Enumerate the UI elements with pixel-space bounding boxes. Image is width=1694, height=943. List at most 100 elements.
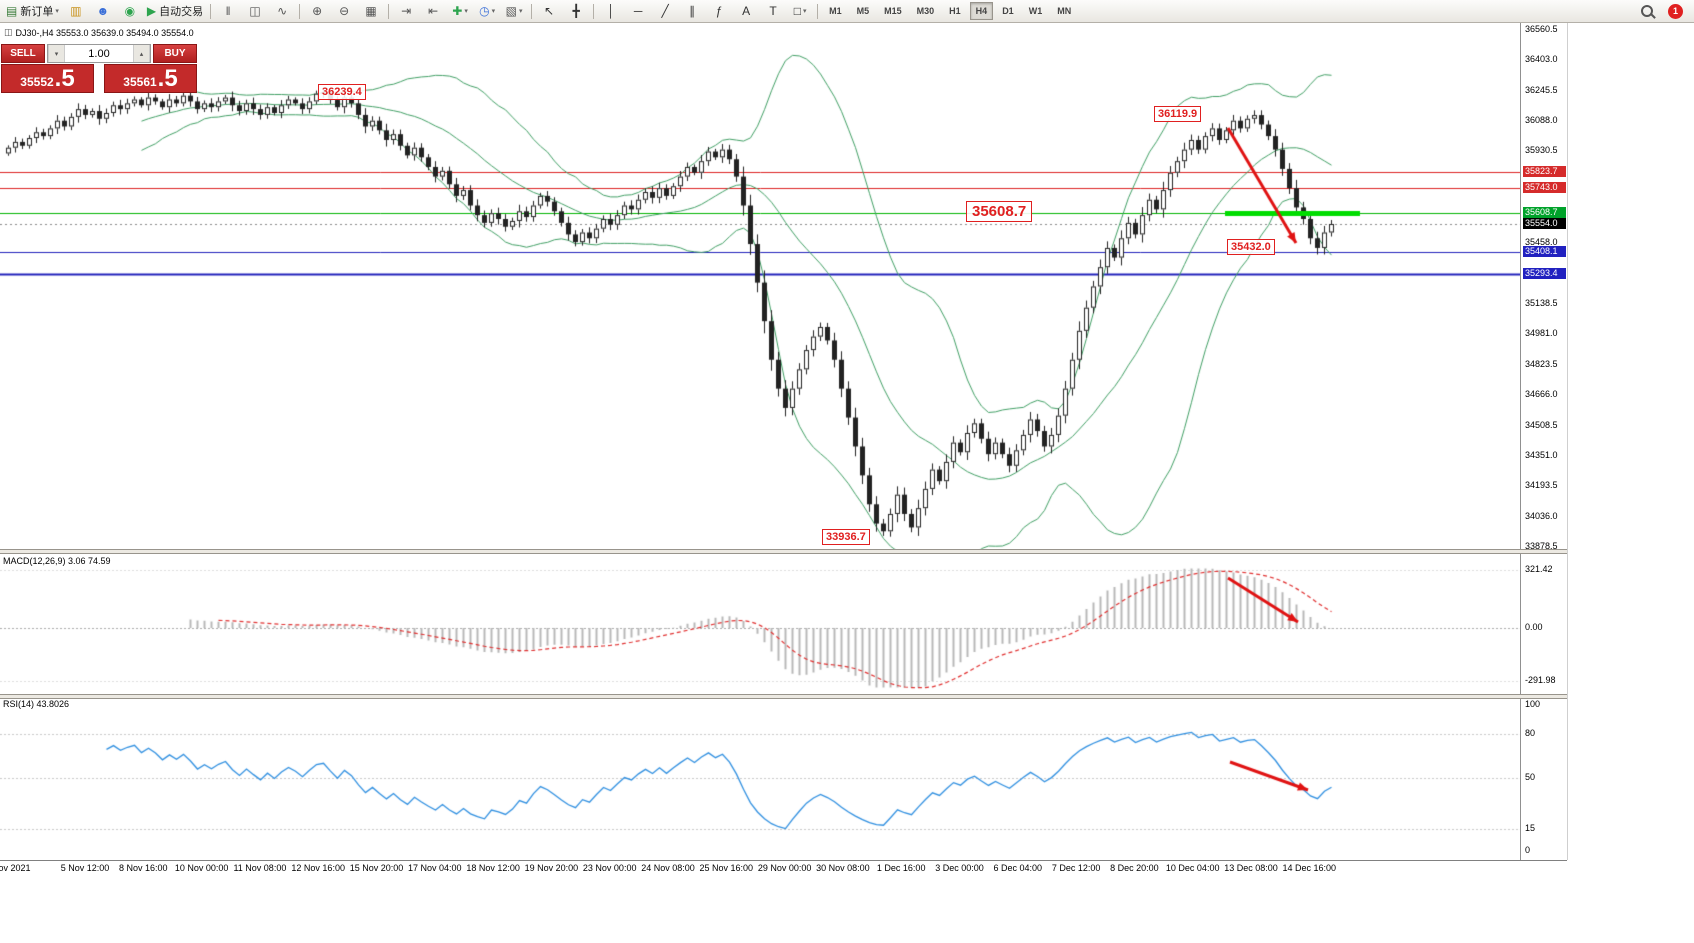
arrows-tool-button[interactable]: □ ▾ <box>787 1 813 22</box>
price-axis-border <box>1520 23 1521 860</box>
panel-separator[interactable] <box>0 694 1567 699</box>
rsi-scale-label: 0 <box>1525 845 1531 855</box>
new-order-icon: ▤ <box>6 4 18 18</box>
time-label: 5 Nov 12:00 <box>60 863 110 873</box>
price-annotation-box[interactable]: 33936.7 <box>822 529 870 545</box>
timeframe-h4-button[interactable]: H4 <box>969 2 994 20</box>
toolbar-buttons: ▤ 新订单 ▾ ▥ ☻ ◉ ▶ 自动交易 ‖ ◫ ∿ ⊕ ⊖ ▦ ⇥ ⇤ ✚ ▾ ◷ ▾ ▧ ▾ ↖ ╋ │ ─ ╱ ∥ ƒ A T □ ▾ M1… <box>3 1 1078 22</box>
text-button[interactable]: A <box>733 1 759 22</box>
toolbar: ▤ 新订单 ▾ ▥ ☻ ◉ ▶ 自动交易 ‖ ◫ ∿ ⊕ ⊖ ▦ ⇥ ⇤ ✚ ▾ ◷ ▾ ▧ ▾ ↖ ╋ │ ─ ╱ ∥ ƒ A T □ ▾ M1… <box>0 0 1694 23</box>
price-axis-label: 35608.7 <box>1523 207 1566 218</box>
price-axis-label: 35743.0 <box>1523 182 1566 193</box>
chart-bars-button[interactable]: ‖ <box>215 1 241 22</box>
chart-line-icon: ∿ <box>277 4 288 18</box>
price-axis-label: 34666.0 <box>1525 389 1558 399</box>
time-label: 10 Dec 04:00 <box>1165 863 1220 873</box>
notification-badge[interactable]: 1 <box>1668 3 1683 19</box>
chart-candlesticks-button[interactable]: ◫ <box>242 1 268 22</box>
chart-line-button[interactable]: ∿ <box>269 1 295 22</box>
periods-list-icon: ◷ <box>479 4 490 18</box>
periods-list-button[interactable]: ◷ ▾ <box>474 1 500 22</box>
timeframe-m5-button[interactable]: M5 <box>856 6 870 16</box>
price-annotation-box[interactable]: 35432.0 <box>1227 239 1275 255</box>
volume-value[interactable]: 1.00 <box>88 47 110 60</box>
indicators-list-button[interactable]: ✚ ▾ <box>447 1 473 22</box>
tile-windows-button[interactable]: ▦ <box>358 1 384 22</box>
price-axis-label: 36245.5 <box>1525 85 1558 95</box>
time-label: 6 Dec 04:00 <box>993 863 1043 873</box>
market-watch-icon: ▥ <box>70 4 82 18</box>
new-order-button[interactable]: ▤ 新订单 ▾ <box>3 1 62 22</box>
autotrading-label: 自动交易 <box>159 6 204 18</box>
auto-scroll-button[interactable]: ⇥ <box>393 1 419 22</box>
time-label: 15 Nov 20:00 <box>349 863 404 873</box>
price-axis-label: 33878.5 <box>1525 541 1558 551</box>
chart-icon: ◫ <box>4 27 13 37</box>
buy-price-pips: .5 <box>157 65 178 92</box>
time-label: 17 Nov 04:00 <box>408 863 462 873</box>
time-label: 10 Nov 00:00 <box>174 863 229 873</box>
equidistant-channel-button[interactable]: ∥ <box>679 1 705 22</box>
time-label: 12 Nov 16:00 <box>291 863 345 873</box>
zoom-out-icon: ⊖ <box>339 4 350 18</box>
volume-up-button[interactable]: ▴ <box>133 45 150 62</box>
community-button[interactable]: ◉ <box>117 1 143 22</box>
cursor-button[interactable]: ↖ <box>536 1 562 22</box>
auto-scroll-icon: ⇥ <box>401 4 412 18</box>
timeframe-h1-button[interactable]: H1 <box>949 6 961 16</box>
time-label: 24 Nov 08:00 <box>641 863 695 873</box>
buy-button[interactable]: BUY <box>153 44 197 63</box>
time-label: 13 Dec 08:00 <box>1224 863 1278 873</box>
price-axis-label: 35823.7 <box>1523 166 1566 177</box>
autotrading-icon: ▶ <box>146 4 157 18</box>
zoom-in-button[interactable]: ⊕ <box>304 1 330 22</box>
autotrading-button[interactable]: ▶ 自动交易 <box>144 1 206 22</box>
chart-shift-button[interactable]: ⇤ <box>420 1 446 22</box>
sell-price-box[interactable]: 35552 .5 <box>1 64 94 93</box>
chart-canvas[interactable] <box>0 23 1521 861</box>
volume-control[interactable]: ▾ 1.00 ▴ <box>47 44 151 63</box>
volume-down-button[interactable]: ▾ <box>48 45 65 62</box>
panel-separator[interactable] <box>0 549 1567 554</box>
time-label: 23 Nov 00:00 <box>582 863 637 873</box>
timeframe-m30-button[interactable]: M30 <box>916 6 935 16</box>
search-button[interactable] <box>1634 1 1660 22</box>
text-label-icon: T <box>769 4 777 18</box>
timeframe-m1-button[interactable]: M1 <box>829 6 842 16</box>
vertical-line-button[interactable]: │ <box>598 1 624 22</box>
market-watch-button[interactable]: ▥ <box>63 1 89 22</box>
price-axis-label: 35554.0 <box>1523 218 1566 229</box>
timeframe-m15-button[interactable]: M15 <box>884 6 902 16</box>
crosshair-button[interactable]: ╋ <box>563 1 589 22</box>
time-label: 19 Nov 20:00 <box>524 863 579 873</box>
price-annotation-box[interactable]: 35608.7 <box>966 201 1033 222</box>
time-axis[interactable]: Nov 2021 5 Nov 12:00 8 Nov 16:00 10 Nov 00:… <box>0 861 1567 879</box>
timeframe-mn-button[interactable]: MN <box>1057 6 1072 16</box>
navigator-icon: ☻ <box>96 4 110 18</box>
price-annotation-box[interactable]: 36239.4 <box>318 84 366 100</box>
price-axis-label: 35408.1 <box>1523 246 1566 257</box>
horizontal-line-button[interactable]: ─ <box>625 1 651 22</box>
price-annotation-box[interactable]: 36119.9 <box>1154 106 1202 122</box>
toolbar-right: 1 <box>1634 1 1691 22</box>
chart-shift-icon: ⇤ <box>428 4 439 18</box>
templates-button[interactable]: ▧ ▾ <box>501 1 527 22</box>
timeframe-d1-button[interactable]: D1 <box>1002 6 1014 16</box>
price-axis-label: 34351.0 <box>1525 450 1558 460</box>
buy-price-box[interactable]: 35561 .5 <box>104 64 197 93</box>
sell-button[interactable]: SELL <box>1 44 45 63</box>
toolbar-separator <box>388 3 390 19</box>
trendline-button[interactable]: ╱ <box>652 1 678 22</box>
rsi-scale-label: 80 <box>1525 728 1536 739</box>
navigator-button[interactable]: ☻ <box>90 1 116 22</box>
rsi-scale-label: 50 <box>1525 772 1536 782</box>
price-axis[interactable]: 36560.5 36403.0 36245.5 36088.0 35930.5 35823… <box>1522 0 1568 943</box>
tile-windows-icon: ▦ <box>365 4 377 18</box>
fibonacci-button[interactable]: ƒ <box>706 1 732 22</box>
price-axis-label: 34981.0 <box>1525 328 1558 338</box>
equidistant-channel-icon: ∥ <box>689 4 696 18</box>
timeframe-w1-button[interactable]: W1 <box>1028 6 1043 16</box>
text-label-button[interactable]: T <box>760 1 786 22</box>
zoom-out-button[interactable]: ⊖ <box>331 1 357 22</box>
